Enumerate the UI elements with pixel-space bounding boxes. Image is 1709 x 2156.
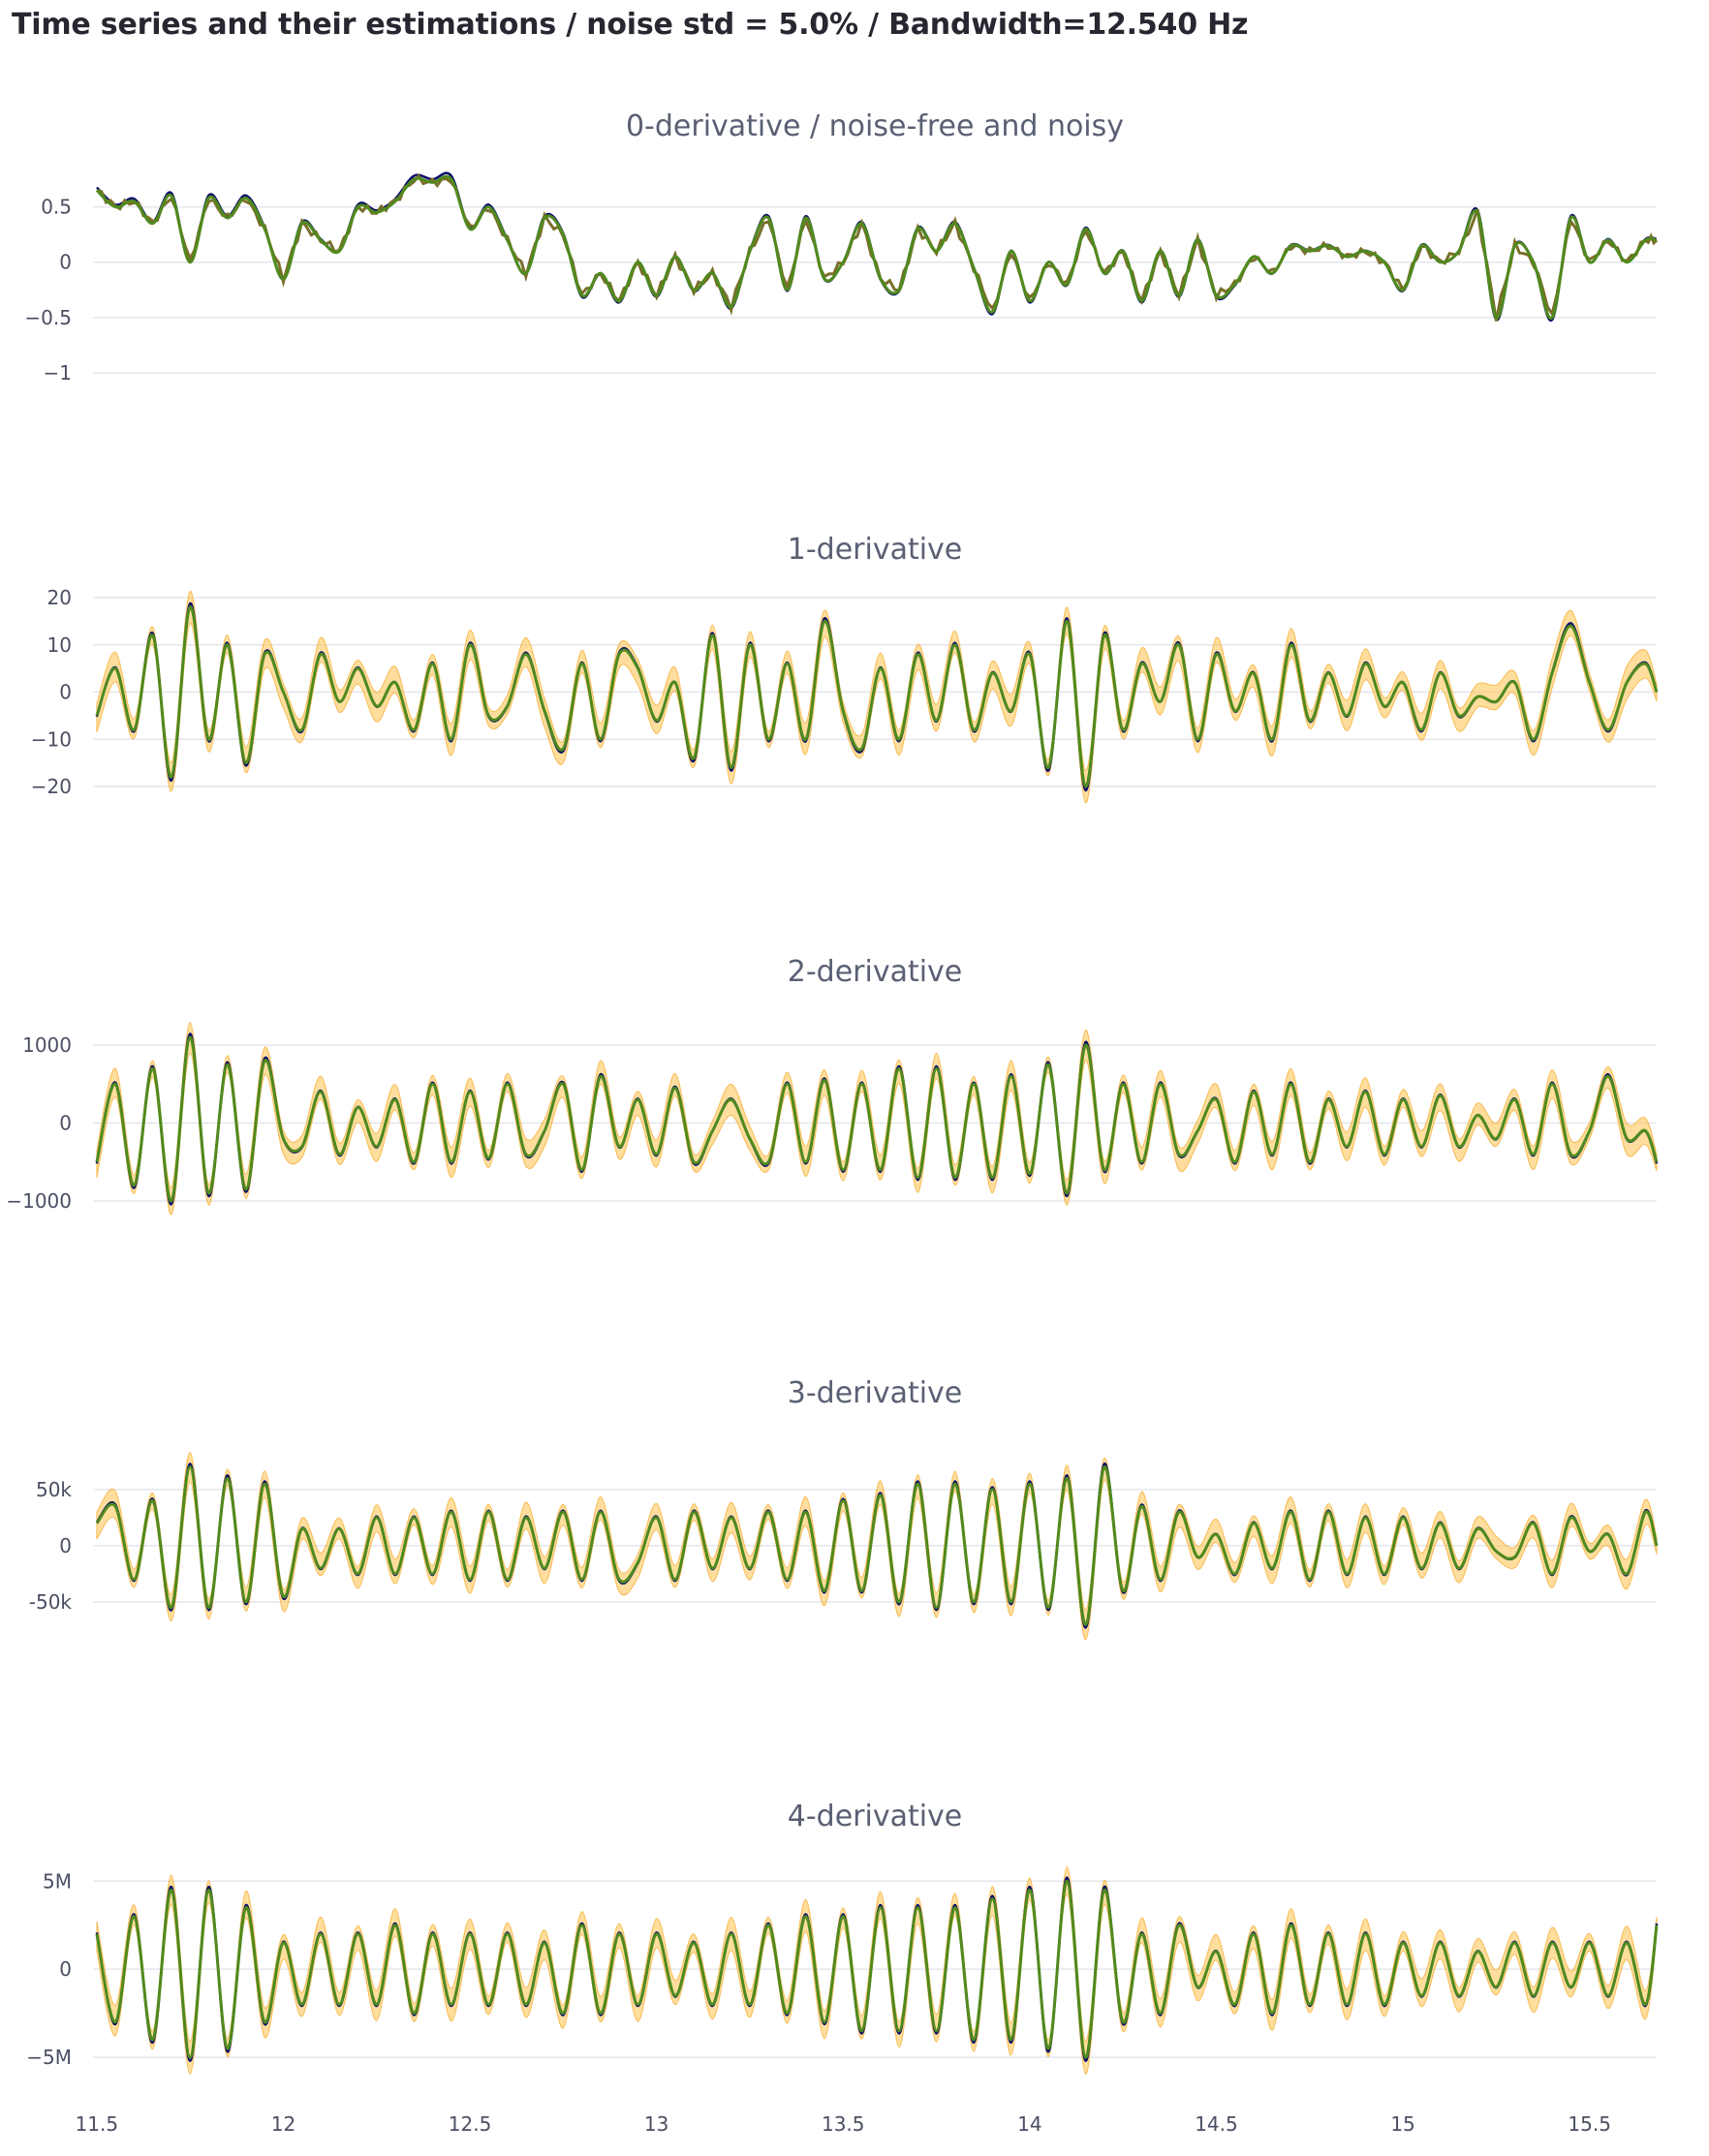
y-tick-label: 5M [43,1869,72,1893]
y-tick-label: -50k [29,1590,73,1614]
estimate-line [95,1879,1659,2059]
noise-free-line [95,601,1659,792]
estimate-line [95,605,1659,788]
y-tick-label: 0 [59,1534,72,1557]
x-tick-label: 15 [1390,2112,1414,2136]
x-tick-label: 13.5 [822,2112,865,2136]
confidence-band [96,1022,1658,1216]
y-tick-label: 20 [47,586,72,609]
estimate-line [95,1465,1659,1626]
estimate-line [95,1035,1659,1203]
y-tick-label: 10 [47,633,72,657]
x-tick-label: 15.5 [1568,2112,1611,2136]
subplot-2: 2-derivative 1000 0 −1000 [6,955,1659,1216]
y-tick-label: −0.5 [24,306,72,329]
y-tick-label: 50k [36,1478,72,1501]
subplot-title: 1-derivative [788,533,963,567]
y-tick-label: 0 [59,1957,72,1981]
y-tick-label: 0 [59,681,72,704]
y-tick-label: −1000 [6,1189,72,1213]
x-tick-label: 14 [1017,2112,1041,2136]
y-tick-label: 1000 [22,1033,72,1057]
figure-title: Time series and their estimations / nois… [12,8,1249,42]
subplot-title: 4-derivative [788,1800,963,1833]
subplot-1: 1-derivative 20 10 0 −10 −20 [31,533,1659,804]
y-tick-label: 0.5 [41,196,72,219]
subplot-3: 3-derivative 50k 0 -50k [29,1376,1659,1641]
subplot-title: 3-derivative [788,1376,963,1410]
x-tick-label: 14.5 [1195,2112,1238,2136]
y-tick-label: −5M [26,2046,72,2069]
y-tick-label: −20 [31,775,72,798]
subplot-4: 4-derivative 5M 0 −5M [26,1800,1659,2076]
x-tick-label: 11.5 [76,2112,119,2136]
x-tick-label: 12.5 [449,2112,492,2136]
y-tick-label: −1 [44,361,72,385]
y-tick-label: 0 [59,251,72,274]
subplot-title: 0-derivative / noise-free and noisy [626,109,1124,143]
y-tick-label: −10 [31,727,72,751]
confidence-band [96,590,1658,804]
x-tick-label: 12 [271,2112,295,2136]
x-tick-label: 13 [644,2112,668,2136]
subplot-title: 2-derivative [788,955,963,989]
subplot-0: 0-derivative / noise-free and noisy 0.5 0 −… [24,109,1659,385]
confidence-band [96,1452,1658,1641]
estimate-line [95,174,1658,320]
y-tick-label: 0 [59,1112,72,1135]
